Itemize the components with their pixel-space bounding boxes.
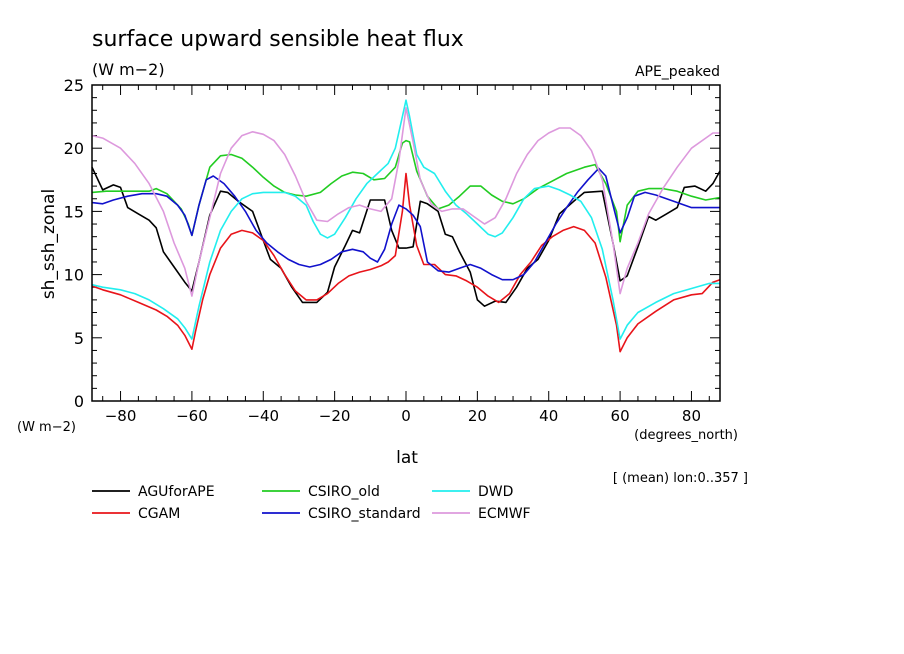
series-line-csiro-standard bbox=[91, 167, 720, 281]
legend-item-csiro-old: CSIRO_old bbox=[262, 484, 380, 500]
y-tick-label: 25 bbox=[64, 76, 84, 95]
legend-label: CSIRO_old bbox=[308, 484, 380, 500]
chart-title: surface upward sensible heat flux bbox=[92, 27, 464, 52]
x-tick-label: −20 bbox=[319, 407, 351, 425]
series-line-cgam bbox=[91, 172, 721, 353]
legend-label: DWD bbox=[478, 484, 513, 500]
chart-subtitle: (W m−2) bbox=[92, 60, 165, 79]
legend-label: AGUforAPE bbox=[138, 484, 215, 500]
x-tick-label: 40 bbox=[539, 407, 558, 425]
series-line-csiro-old bbox=[91, 139, 721, 243]
legend-label: CGAM bbox=[138, 506, 180, 522]
x-tick-label: 0 bbox=[401, 407, 411, 425]
x-tick-label: −60 bbox=[176, 407, 208, 425]
legend-item-cgam: CGAM bbox=[92, 506, 180, 522]
y-tick-label: 5 bbox=[74, 329, 84, 348]
averaging-note: [ (mean) lon:0..357 ] bbox=[613, 471, 748, 486]
y-axis-label: sh_ssh_zonal bbox=[39, 189, 59, 299]
series-line-ecmwf bbox=[91, 107, 720, 297]
legend-label: ECMWF bbox=[478, 506, 531, 522]
legend: AGUforAPE CGAM CSIRO_old CSIRO_standard DWD E… bbox=[92, 484, 531, 522]
y-tick-label: 10 bbox=[64, 266, 84, 285]
x-axis-label: lat bbox=[396, 448, 418, 468]
legend-item-dwd: DWD bbox=[432, 484, 513, 500]
plot-frame bbox=[91, 84, 721, 402]
x-tick-label: −80 bbox=[105, 407, 137, 425]
x-tick-label: 80 bbox=[682, 407, 701, 425]
axis-ticks: 0 5 10 15 20 25 −80 −60 −40 −20 0 20 40 60 80 bbox=[64, 76, 720, 425]
y-tick-label: 20 bbox=[64, 139, 84, 158]
y-tick-label: 15 bbox=[64, 202, 84, 221]
series-line-dwd bbox=[91, 99, 720, 340]
x-axis-unit: (degrees_north) bbox=[634, 428, 738, 443]
series-line-aguforape bbox=[91, 166, 721, 307]
series-lines bbox=[91, 99, 721, 353]
legend-item-csiro-standard: CSIRO_standard bbox=[262, 506, 421, 522]
legend-item-aguforape: AGUforAPE bbox=[92, 484, 215, 500]
legend-label: CSIRO_standard bbox=[308, 506, 421, 522]
y-tick-label: 0 bbox=[74, 392, 84, 411]
x-tick-label: 60 bbox=[611, 407, 630, 425]
y-axis-unit: (W m−2) bbox=[17, 420, 76, 435]
legend-item-ecmwf: ECMWF bbox=[432, 506, 531, 522]
experiment-label: APE_peaked bbox=[635, 64, 720, 80]
x-tick-label: −40 bbox=[247, 407, 279, 425]
x-tick-label: 20 bbox=[468, 407, 487, 425]
